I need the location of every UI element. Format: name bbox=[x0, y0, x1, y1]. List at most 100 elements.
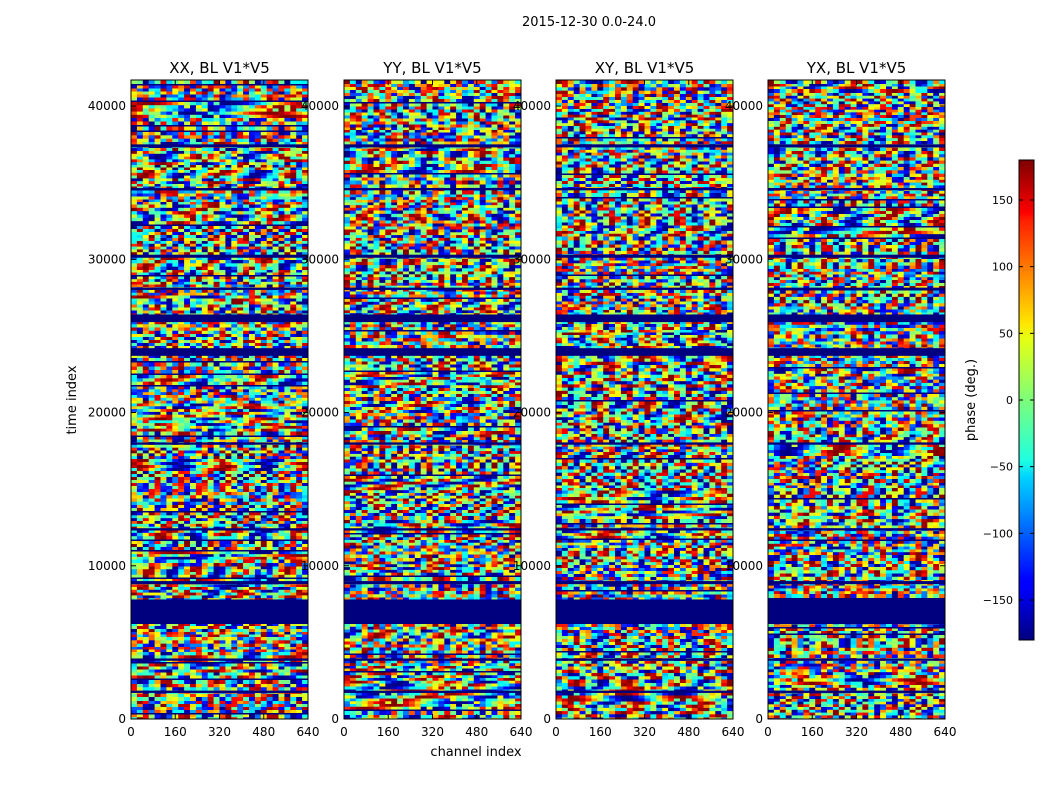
phase-image bbox=[131, 80, 308, 726]
flagged-band bbox=[556, 599, 733, 624]
panel-title: XX, BL V1*V5 bbox=[169, 59, 270, 77]
x-tick-label: 160 bbox=[589, 725, 612, 739]
flagged-band bbox=[556, 442, 733, 444]
flagged-band bbox=[131, 144, 308, 147]
x-tick-label: 320 bbox=[633, 725, 656, 739]
x-tick-label: 0 bbox=[764, 725, 772, 739]
x-tick-label: 160 bbox=[164, 725, 187, 739]
flagged-band bbox=[556, 188, 733, 190]
colorbar-tick-label: 150 bbox=[992, 194, 1013, 207]
phase-image bbox=[556, 80, 733, 734]
y-tick-label: 10000 bbox=[301, 559, 339, 573]
panel-yy: YY, BL V1*V5 0 160 320 480 640 0 10000 20000 3000… bbox=[301, 59, 533, 739]
flagged-band bbox=[131, 599, 308, 624]
y-tick-label: 20000 bbox=[513, 406, 551, 420]
heatmap-panels: XX, BL V1*V5 0 160 320 480 640 0 10000 20000 3000… bbox=[88, 59, 957, 739]
y-tick-label: 40000 bbox=[301, 99, 339, 113]
y-tick-label: 20000 bbox=[301, 406, 339, 420]
flagged-band bbox=[556, 691, 733, 693]
y-tick-label: 0 bbox=[755, 712, 763, 726]
flagged-band bbox=[768, 348, 945, 356]
flagged-band bbox=[344, 348, 521, 356]
flagged-band bbox=[344, 599, 521, 624]
flagged-band bbox=[344, 144, 521, 147]
y-tick-label: 30000 bbox=[725, 252, 763, 266]
flagged-band bbox=[768, 314, 945, 322]
colorbar-tick-label: 50 bbox=[999, 327, 1013, 340]
x-tick-label: 480 bbox=[252, 725, 275, 739]
flagged-band bbox=[556, 528, 733, 530]
flagged-band bbox=[768, 442, 945, 444]
phase-image bbox=[768, 80, 945, 721]
y-tick-label: 0 bbox=[118, 712, 126, 726]
panel-title: YY, BL V1*V5 bbox=[382, 59, 481, 77]
x-tick-label: 320 bbox=[208, 725, 231, 739]
flagged-band bbox=[344, 288, 521, 290]
flagged-band bbox=[344, 658, 521, 660]
colorbar-label: phase (deg.) bbox=[964, 359, 979, 441]
flagged-band bbox=[768, 528, 945, 530]
flagged-band bbox=[768, 255, 945, 258]
flagged-band bbox=[131, 442, 308, 444]
flagged-band bbox=[344, 314, 521, 322]
colorbar-tick-label: −150 bbox=[983, 594, 1013, 607]
y-tick-label: 40000 bbox=[725, 99, 763, 113]
x-tick-label: 640 bbox=[297, 725, 320, 739]
flagged-band bbox=[344, 581, 521, 584]
panel-title: YX, BL V1*V5 bbox=[806, 59, 907, 77]
flagged-band bbox=[556, 658, 733, 660]
x-axis-label: channel index bbox=[430, 745, 521, 760]
flagged-band bbox=[768, 144, 945, 147]
x-tick-label: 160 bbox=[377, 725, 400, 739]
flagged-band bbox=[768, 581, 945, 584]
flagged-band bbox=[131, 188, 308, 190]
y-tick-label: 10000 bbox=[513, 559, 551, 573]
y-tick-label: 30000 bbox=[88, 252, 126, 266]
x-tick-label: 640 bbox=[722, 725, 745, 739]
colorbar-tick-label: 100 bbox=[992, 261, 1013, 274]
flagged-band bbox=[556, 144, 733, 147]
y-tick-label: 30000 bbox=[301, 252, 339, 266]
figure-suptitle: 2015-12-30 0.0-24.0 bbox=[522, 15, 656, 30]
x-tick-label: 0 bbox=[340, 725, 348, 739]
flagged-band bbox=[344, 528, 521, 530]
x-tick-label: 0 bbox=[552, 725, 560, 739]
y-tick-label: 10000 bbox=[725, 559, 763, 573]
flagged-band bbox=[768, 188, 945, 190]
flagged-band bbox=[131, 288, 308, 290]
y-axis-label: time index bbox=[65, 365, 80, 434]
x-tick-label: 320 bbox=[421, 725, 444, 739]
y-tick-label: 40000 bbox=[88, 99, 126, 113]
y-tick-label: 30000 bbox=[513, 252, 551, 266]
colorbar-tick-label: 0 bbox=[1006, 394, 1013, 407]
x-tick-label: 480 bbox=[677, 725, 700, 739]
flagged-band bbox=[768, 599, 945, 624]
y-tick-label: 20000 bbox=[725, 406, 763, 420]
flagged-band bbox=[131, 581, 308, 584]
panel-title: XY, BL V1*V5 bbox=[595, 59, 695, 77]
flagged-band bbox=[131, 255, 308, 258]
x-tick-label: 640 bbox=[510, 725, 533, 739]
flagged-band bbox=[768, 691, 945, 693]
x-tick-label: 0 bbox=[127, 725, 135, 739]
phase-image bbox=[344, 80, 521, 726]
y-tick-label: 20000 bbox=[88, 406, 126, 420]
flagged-band bbox=[131, 528, 308, 530]
flagged-band bbox=[344, 188, 521, 190]
x-tick-label: 480 bbox=[465, 725, 488, 739]
flagged-band bbox=[131, 314, 308, 322]
y-tick-label: 40000 bbox=[513, 99, 551, 113]
flagged-band bbox=[556, 348, 733, 356]
flagged-band bbox=[556, 255, 733, 258]
flagged-band bbox=[768, 658, 945, 660]
x-tick-label: 160 bbox=[801, 725, 824, 739]
flagged-band bbox=[131, 691, 308, 693]
y-tick-label: 0 bbox=[331, 712, 339, 726]
colorbar-tick-label: −100 bbox=[983, 527, 1013, 540]
flagged-band bbox=[556, 314, 733, 322]
